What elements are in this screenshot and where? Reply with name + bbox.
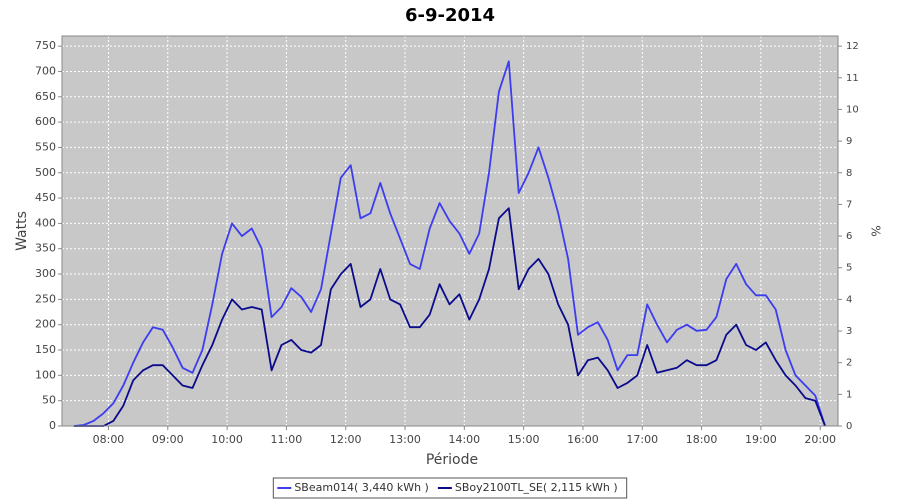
y2-tick-label: 1 [846, 389, 852, 400]
y-tick-label: 200 [35, 318, 56, 331]
y-axis-label: Watts [14, 211, 30, 251]
x-tick-label: 13:00 [389, 433, 421, 446]
y-tick-label: 650 [35, 90, 56, 103]
y2-axis-label: % [869, 225, 883, 236]
y-tick-label: 150 [35, 343, 56, 356]
legend-label: SBeam014( 3,440 kWh ) [294, 481, 429, 494]
x-tick-label: 16:00 [567, 433, 599, 446]
y-tick-label: 400 [35, 216, 56, 229]
y2-tick-label: 9 [846, 136, 852, 147]
x-tick-label: 14:00 [448, 433, 480, 446]
x-tick-label: 17:00 [626, 433, 658, 446]
y2-tick-label: 4 [846, 294, 852, 305]
plot-area [61, 35, 839, 427]
y-tick-label: 450 [35, 191, 56, 204]
y2-tick-label: 11 [846, 73, 859, 84]
plot-area [61, 35, 839, 427]
y-tick-label: 500 [35, 166, 56, 179]
y-tick-label: 600 [35, 115, 56, 128]
y2-tick-label: 7 [846, 199, 852, 210]
y2-tick-label: 10 [846, 104, 859, 115]
x-tick-label: 09:00 [152, 433, 184, 446]
x-tick-label: 12:00 [330, 433, 362, 446]
x-tick-label: 18:00 [686, 433, 718, 446]
y-tick-label: 100 [35, 368, 56, 381]
y2-tick-label: 8 [846, 168, 852, 179]
y-tick-label: 750 [35, 39, 56, 52]
y-tick-label: 550 [35, 140, 56, 153]
x-tick-label: 11:00 [271, 433, 303, 446]
x-tick-label: 19:00 [745, 433, 777, 446]
legend: SBeam014( 3,440 kWh ) SBoy2100TL_SE( 2,11… [272, 477, 628, 499]
y-tick-label: 250 [35, 292, 56, 305]
y-tick-label: 300 [35, 267, 56, 280]
x-axis-label: Période [426, 452, 478, 468]
y-tick-label: 350 [35, 242, 56, 255]
y-tick-label: 700 [35, 64, 56, 77]
y2-tick-label: 12 [846, 41, 859, 52]
legend-label: SBoy2100TL_SE( 2,115 kWh ) [455, 481, 618, 494]
y-tick-label: 0 [49, 419, 56, 432]
y2-tick-label: 6 [846, 231, 852, 242]
series-line [73, 60, 826, 427]
series-line [73, 207, 826, 427]
x-tick-label: 08:00 [93, 433, 125, 446]
y2-tick-label: 5 [846, 263, 852, 274]
y-tick-label: 50 [42, 394, 56, 407]
y2-tick-label: 2 [846, 358, 852, 369]
y2-tick-label: 0 [846, 421, 852, 432]
x-tick-label: 10:00 [211, 433, 243, 446]
chart-title: 6-9-2014 [405, 5, 495, 26]
x-tick-label: 15:00 [508, 433, 540, 446]
x-tick-label: 20:00 [804, 433, 836, 446]
y2-tick-label: 3 [846, 326, 852, 337]
